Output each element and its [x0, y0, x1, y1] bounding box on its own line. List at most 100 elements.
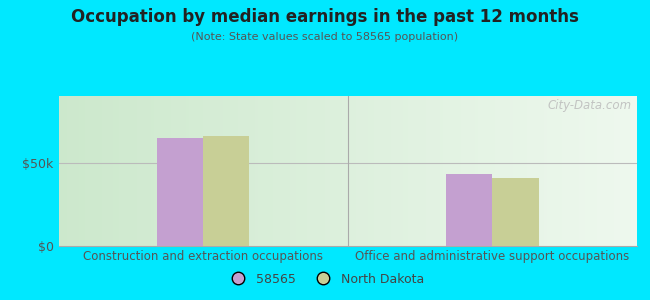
Bar [276, 96, 278, 246]
Bar [111, 96, 114, 246]
Bar [148, 96, 151, 246]
Bar [562, 96, 565, 246]
Bar [142, 96, 146, 246]
Bar [510, 96, 513, 246]
Bar [394, 96, 397, 246]
Bar [475, 96, 478, 246]
Bar [380, 96, 382, 246]
Bar [388, 96, 391, 246]
Bar [105, 96, 108, 246]
Bar [250, 96, 252, 246]
Bar [530, 96, 533, 246]
Bar [192, 96, 194, 246]
Bar [296, 96, 298, 246]
Bar [539, 96, 541, 246]
Bar [397, 96, 400, 246]
Text: (Note: State values scaled to 58565 population): (Note: State values scaled to 58565 popu… [192, 32, 458, 41]
Bar [284, 96, 287, 246]
Bar [577, 96, 579, 246]
Bar [90, 96, 93, 246]
Bar [466, 96, 469, 246]
Bar [160, 96, 162, 246]
Bar [629, 96, 631, 246]
Bar [93, 96, 96, 246]
Bar [313, 96, 316, 246]
Bar [67, 96, 70, 246]
Bar [377, 96, 380, 246]
Bar [440, 96, 443, 246]
Bar [166, 96, 168, 246]
Bar [307, 96, 310, 246]
Bar [339, 96, 342, 246]
Bar [443, 96, 446, 246]
Bar [198, 96, 200, 246]
Bar [194, 96, 198, 246]
Bar [513, 96, 515, 246]
Bar [527, 96, 530, 246]
Bar [481, 96, 484, 246]
Bar [261, 96, 264, 246]
Bar [625, 96, 629, 246]
Bar [432, 96, 434, 246]
Legend: 58565, North Dakota: 58565, North Dakota [221, 268, 429, 291]
Bar [318, 96, 322, 246]
Bar [356, 96, 359, 246]
Bar [493, 178, 539, 246]
Bar [82, 96, 85, 246]
Bar [258, 96, 261, 246]
Bar [559, 96, 562, 246]
Bar [463, 96, 466, 246]
Bar [125, 96, 128, 246]
Bar [328, 96, 330, 246]
Bar [417, 96, 420, 246]
Bar [324, 96, 328, 246]
Bar [414, 96, 417, 246]
Bar [634, 96, 637, 246]
Bar [515, 96, 519, 246]
Bar [302, 96, 304, 246]
Bar [186, 96, 188, 246]
Bar [597, 96, 599, 246]
Bar [524, 96, 527, 246]
Bar [507, 96, 510, 246]
Bar [304, 96, 307, 246]
Bar [281, 96, 284, 246]
Bar [382, 96, 385, 246]
Bar [368, 96, 371, 246]
Bar [157, 96, 160, 246]
Bar [162, 96, 166, 246]
Bar [102, 96, 105, 246]
Bar [246, 96, 250, 246]
Bar [235, 96, 238, 246]
Bar [270, 96, 272, 246]
Bar [385, 96, 388, 246]
Bar [533, 96, 536, 246]
Bar [336, 96, 339, 246]
Bar [290, 96, 292, 246]
Bar [218, 96, 220, 246]
Bar [408, 96, 411, 246]
Bar [342, 96, 345, 246]
Bar [362, 96, 365, 246]
Bar [536, 96, 539, 246]
Bar [588, 96, 591, 246]
Bar [168, 96, 172, 246]
Bar [278, 96, 281, 246]
Bar [565, 96, 567, 246]
Bar [521, 96, 524, 246]
Bar [116, 96, 119, 246]
Bar [292, 96, 296, 246]
Bar [487, 96, 489, 246]
Bar [96, 96, 99, 246]
Bar [350, 96, 354, 246]
Bar [200, 96, 203, 246]
Bar [122, 96, 125, 246]
Bar [411, 96, 414, 246]
Bar [617, 96, 619, 246]
Bar [547, 96, 550, 246]
Bar [359, 96, 362, 246]
Bar [266, 96, 270, 246]
Bar [400, 96, 403, 246]
Bar [449, 96, 452, 246]
Bar [240, 96, 244, 246]
